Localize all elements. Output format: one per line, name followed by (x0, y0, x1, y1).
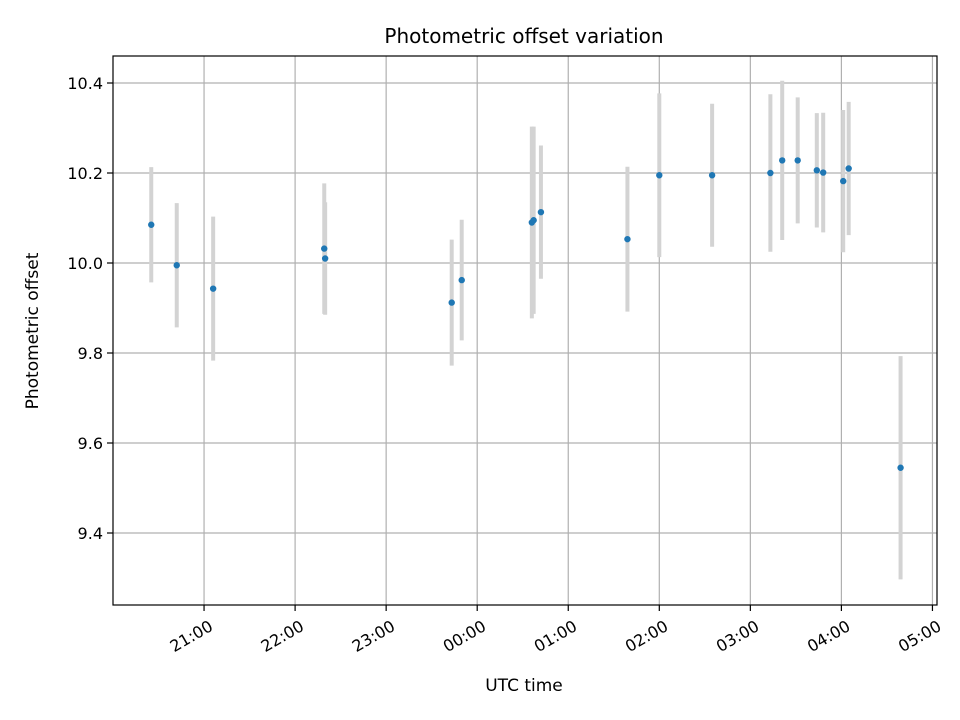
y-tick-label: 9.8 (78, 344, 103, 363)
data-point (530, 217, 537, 224)
chart-title: Photometric offset variation (384, 24, 663, 48)
data-point (321, 245, 328, 252)
data-point (708, 172, 716, 179)
y-axis-title: Photometric offset (23, 252, 43, 409)
y-tick-label: 9.4 (78, 524, 103, 543)
y-tick-label: 10.4 (67, 74, 103, 93)
data-point (537, 208, 545, 216)
data-point (897, 464, 904, 471)
data-point (321, 255, 329, 262)
data-point (813, 167, 821, 174)
data-point (624, 235, 631, 243)
data-point (148, 221, 155, 228)
data-points (148, 157, 904, 471)
y-tick-label: 10.2 (67, 164, 103, 183)
y-tick-label: 9.6 (78, 434, 103, 453)
data-point (209, 285, 217, 292)
data-point (448, 299, 455, 306)
data-point (656, 172, 663, 179)
y-tick-label: 10.0 (67, 254, 103, 273)
data-point (767, 169, 774, 177)
x-axis-title: UTC time (485, 676, 563, 696)
data-point (173, 262, 180, 269)
data-point (794, 157, 801, 164)
data-point (845, 165, 852, 172)
data-point (840, 177, 847, 185)
data-point (779, 157, 786, 164)
plot-frame (112, 55, 938, 606)
data-point (458, 276, 465, 284)
data-point (819, 169, 827, 176)
